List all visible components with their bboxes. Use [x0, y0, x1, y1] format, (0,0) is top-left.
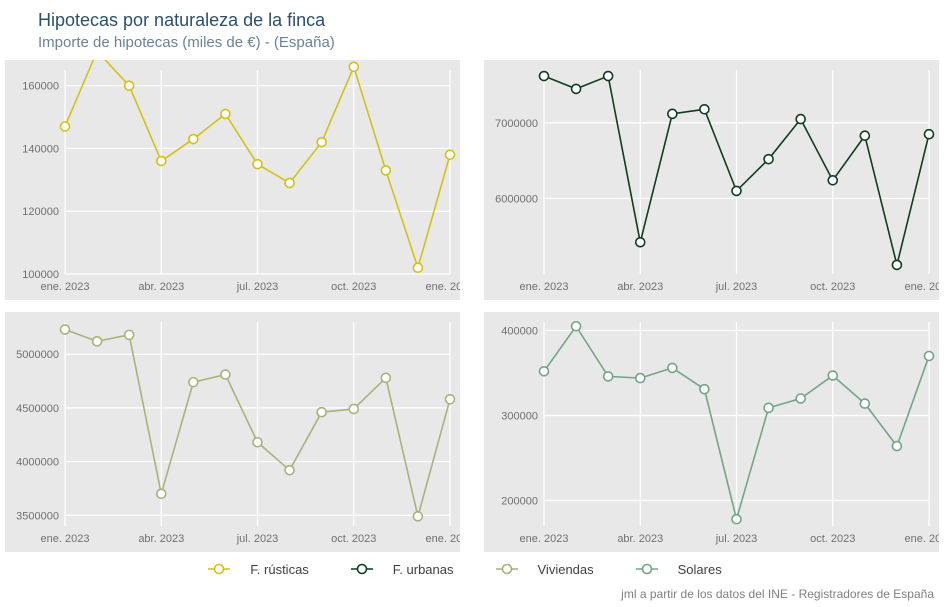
legend-label: Viviendas: [538, 562, 594, 577]
svg-text:ene. 2024: ene. 2024: [905, 281, 939, 293]
chart-panel: 3500000 4000000 4500000 5000000 ene. 2023 abr…: [5, 312, 460, 552]
svg-text:abr. 2023: abr. 2023: [138, 281, 184, 293]
legend-item: Solares: [636, 558, 736, 580]
chart-panel: 200000 300000 400000 ene. 2023 abr. 2023 jul.…: [484, 312, 939, 552]
svg-text:abr. 2023: abr. 2023: [617, 533, 663, 545]
legend-swatch-icon: [636, 558, 658, 580]
svg-text:ene. 2023: ene. 2023: [520, 281, 569, 293]
legend-swatch-icon: [496, 558, 518, 580]
svg-text:jul. 2023: jul. 2023: [715, 533, 758, 545]
svg-text:ene. 2023: ene. 2023: [41, 281, 90, 293]
svg-text:7000000: 7000000: [495, 118, 538, 130]
svg-text:120000: 120000: [22, 206, 59, 218]
svg-text:ene. 2024: ene. 2024: [426, 533, 460, 545]
svg-text:400000: 400000: [501, 326, 538, 338]
chart-panel: 100000 120000 140000 160000 ene. 2023 abr. 20…: [5, 60, 460, 300]
svg-text:abr. 2023: abr. 2023: [138, 533, 184, 545]
legend: F. rústicas F. urbanas Viviendas Solares: [0, 558, 944, 583]
legend-swatch-icon: [351, 558, 373, 580]
svg-text:ene. 2023: ene. 2023: [41, 533, 90, 545]
svg-text:jul. 2023: jul. 2023: [236, 533, 279, 545]
svg-text:6000000: 6000000: [495, 193, 538, 205]
svg-text:oct. 2023: oct. 2023: [810, 533, 855, 545]
svg-text:140000: 140000: [22, 143, 59, 155]
svg-text:oct. 2023: oct. 2023: [810, 281, 855, 293]
svg-text:oct. 2023: oct. 2023: [331, 281, 376, 293]
svg-text:300000: 300000: [501, 411, 538, 423]
chart-caption: jml a partir de los datos del INE - Regi…: [621, 587, 934, 601]
svg-text:160000: 160000: [22, 81, 59, 93]
svg-text:ene. 2024: ene. 2024: [905, 533, 939, 545]
svg-text:200000: 200000: [501, 496, 538, 508]
svg-text:4000000: 4000000: [16, 457, 59, 469]
svg-text:100000: 100000: [22, 269, 59, 281]
svg-text:jul. 2023: jul. 2023: [236, 281, 279, 293]
svg-text:3500000: 3500000: [16, 510, 59, 522]
chart-panel: 6000000 7000000 ene. 2023 abr. 2023 jul. 202…: [484, 60, 939, 300]
legend-item: F. urbanas: [351, 558, 468, 580]
chart-subtitle: Importe de hipotecas (miles de €) - (Esp…: [38, 34, 335, 51]
svg-text:oct. 2023: oct. 2023: [331, 533, 376, 545]
svg-text:5000000: 5000000: [16, 349, 59, 361]
svg-text:jul. 2023: jul. 2023: [715, 281, 758, 293]
legend-item: Viviendas: [496, 558, 608, 580]
svg-text:ene. 2024: ene. 2024: [426, 281, 460, 293]
legend-label: F. rústicas: [250, 562, 309, 577]
legend-label: Solares: [678, 562, 722, 577]
svg-text:abr. 2023: abr. 2023: [617, 281, 663, 293]
svg-text:4500000: 4500000: [16, 403, 59, 415]
legend-item: F. rústicas: [208, 558, 323, 580]
legend-label: F. urbanas: [393, 562, 454, 577]
chart-title: Hipotecas por naturaleza de la finca: [38, 10, 325, 31]
svg-text:ene. 2023: ene. 2023: [520, 533, 569, 545]
legend-swatch-icon: [208, 558, 230, 580]
